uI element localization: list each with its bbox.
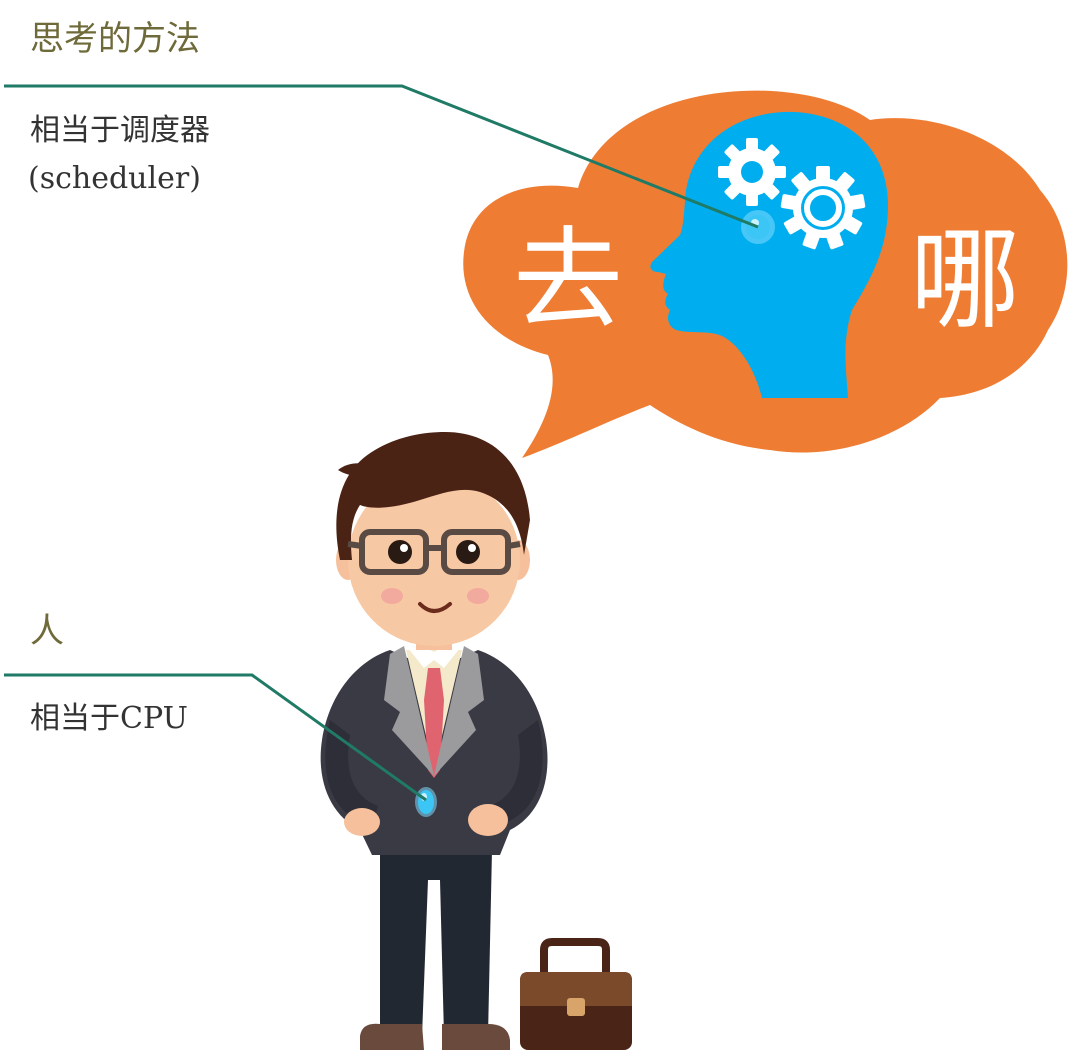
gear-large-icon [780, 166, 866, 250]
gear-small-icon [718, 138, 786, 206]
person-title: 人 [30, 611, 64, 651]
bubble-right-char: 哪 [910, 216, 1020, 344]
briefcase-icon [520, 938, 632, 1050]
thinking-title: 思考的方法 [30, 19, 200, 59]
person-desc-line1: 相当于CPU [30, 701, 188, 736]
leader-line-scheduler [4, 84, 759, 229]
cpu-dot-icon [415, 787, 437, 817]
leader-line-cpu [4, 673, 427, 802]
thinking-desc-line2: (scheduler) [28, 161, 201, 196]
person-figure [320, 432, 548, 1050]
thinking-desc-line1: 相当于调度器 [30, 113, 210, 148]
bubble-left-char: 去 [513, 216, 623, 344]
